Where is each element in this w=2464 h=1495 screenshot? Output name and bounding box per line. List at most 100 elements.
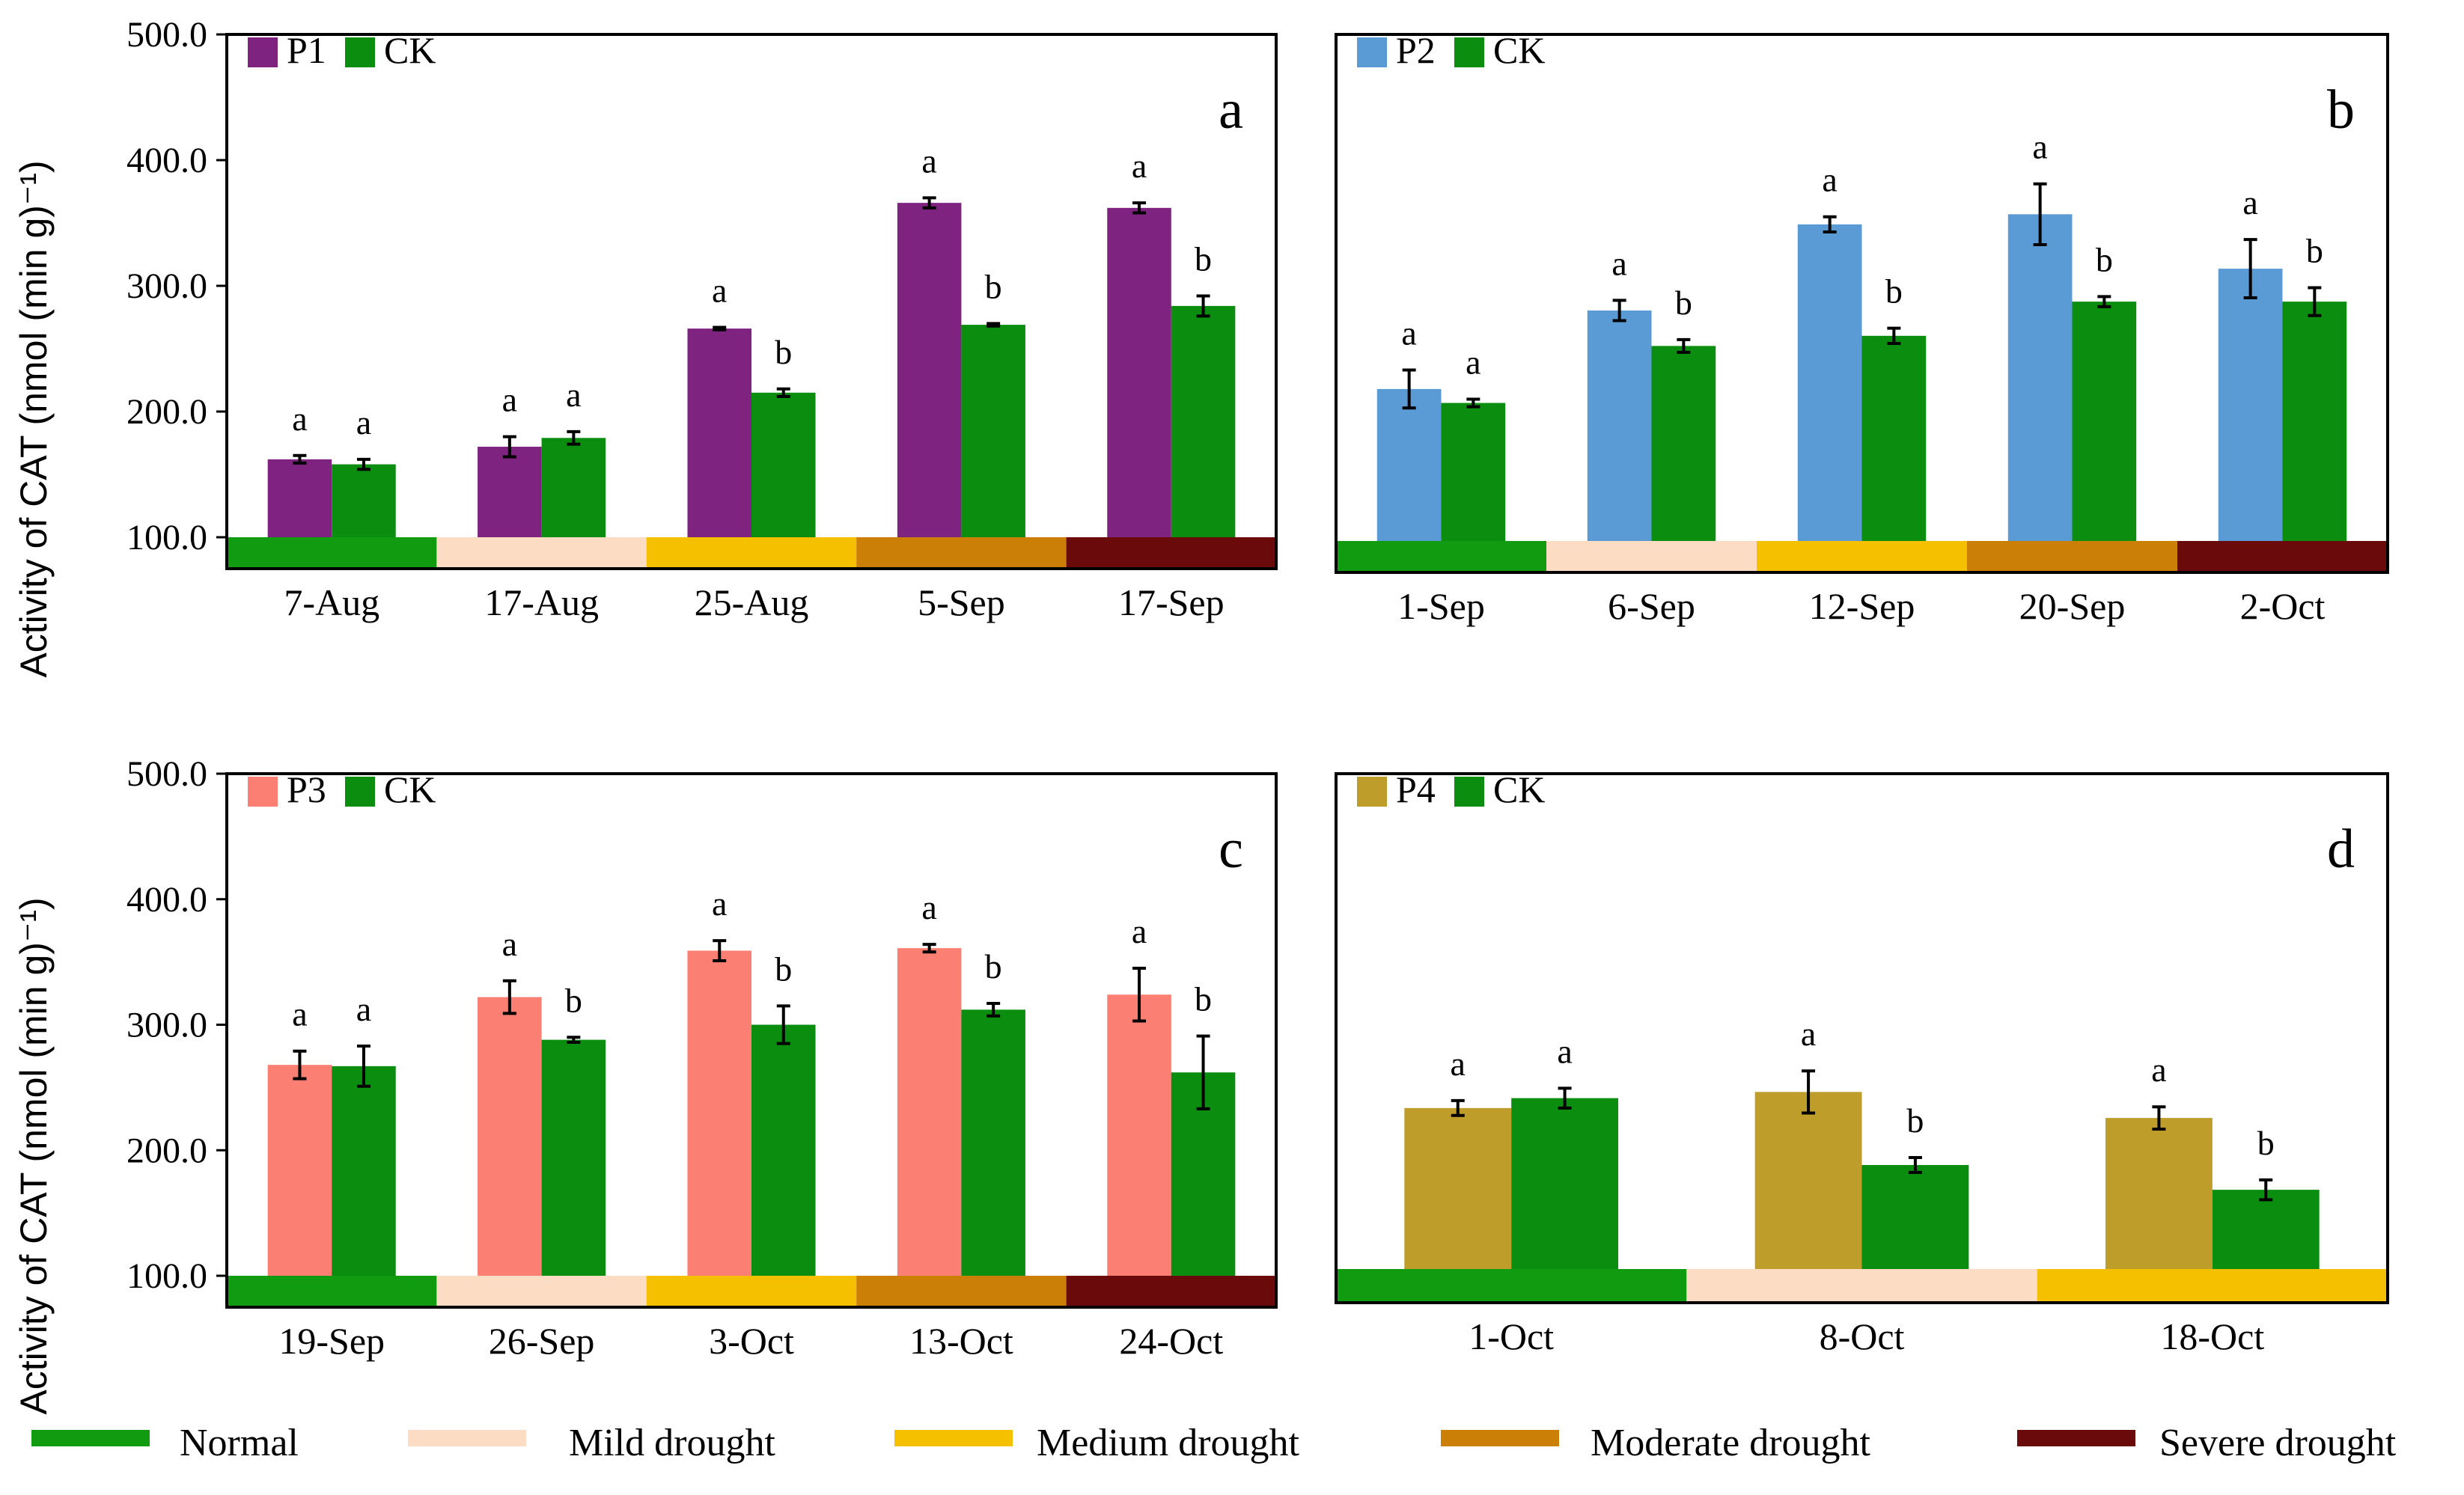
significance-letter: a [1822,161,1837,199]
significance-letter: b [2306,232,2323,270]
panel-label: c [1219,819,1243,880]
drought-strip-segment [646,1276,857,1307]
plot-frame [225,772,1278,1309]
bar-ck [332,464,396,537]
drought-strip-segment [1757,541,1967,572]
legend-label-p2: P2 [1396,29,1436,71]
legend-label-normal: Normal [180,1422,299,1464]
plot-frame [1335,33,2389,574]
x-tick-label: 17-Aug [484,581,599,623]
panel-a: 100.0 200.0 300.0 400.0 500.0 7-Aug 17-Aug 25-A… [126,15,1278,623]
drought-strip-segment [436,537,647,569]
plot-frame [1335,772,2389,1304]
bar-p2 [2007,214,2073,541]
bar-ck [751,392,816,537]
plot-frame [225,33,1278,570]
significance-letter: b [985,947,1002,985]
significance-letter: a [1132,912,1147,950]
panel-c: 100.0 200.0 300.0 400.0 500.0 19-Sep 26-Sep 3-O… [126,754,1278,1362]
legend-label-moderate: Moderate drought [1591,1422,1871,1464]
x-tick-label: 26-Sep [489,1320,595,1362]
drought-strip-segment [227,1276,437,1307]
panel-label: b [2327,79,2355,141]
significance-letter: a [2032,128,2047,166]
drought-legend: Normal Mild drought Medium drought Moder… [31,1422,2397,1464]
bar-ck [332,1066,396,1276]
bar-p3 [267,1065,332,1276]
significance-letter: b [1885,272,1903,311]
drought-strip-segment [2177,541,2388,572]
bar-p4 [1404,1107,1512,1269]
drought-strip-segment [227,537,437,569]
significance-letter: a [1132,147,1147,185]
bar-p3 [478,997,542,1276]
bar-p1 [478,447,542,537]
drought-strip-segment [1546,541,1757,572]
bar-ck [1511,1098,1619,1269]
legend-swatch-p1 [248,37,278,67]
legend-swatch-normal [31,1430,150,1446]
y-tick-label: 400.0 [126,141,207,180]
x-tick-label: 6-Sep [1608,585,1695,627]
drought-strip-segment [2037,1269,2388,1303]
bar-ck [1171,305,1236,537]
significance-letter: a [292,995,307,1033]
x-tick-label: 13-Oct [909,1320,1013,1362]
y-tick-label: 200.0 [126,1131,207,1170]
x-tick-label: 1-Oct [1469,1315,1554,1357]
x-tick-label: 19-Sep [278,1320,385,1362]
y-axis-label-top: Activity of CAT (nmol (min g)⁻¹) [13,160,55,677]
drought-strip-segment [1967,541,2177,572]
bar-ck [541,438,606,537]
legend-swatch-ck [1454,37,1484,67]
significance-letter: b [1906,1101,1924,1140]
significance-letter: b [775,333,792,371]
legend-swatch-medium [894,1430,1013,1446]
bar-ck [541,1039,606,1276]
legend-label-ck: CK [1493,768,1545,810]
legend-swatch-moderate [1441,1430,1559,1446]
significance-letter: a [566,376,581,414]
bar-ck [1441,403,1506,541]
drought-strip-segment [856,537,1067,569]
y-tick-label: 500.0 [126,754,207,794]
significance-letter: a [1451,1045,1466,1083]
y-tick-label: 300.0 [126,266,207,306]
bar-ck [2212,1190,2320,1269]
bar-p2 [1376,388,1442,541]
x-tick-label: 3-Oct [709,1320,794,1362]
significance-letter: a [502,925,517,963]
significance-letter: b [1675,284,1692,322]
legend-label-severe: Severe drought [2159,1422,2397,1464]
bar-p3 [687,950,751,1276]
bar-ck [2282,302,2347,541]
y-tick-label: 300.0 [126,1006,207,1045]
panel-b: 1-Sep 6-Sep 12-Sep 20-Sep 2-Oct a a a a a a b b b b P2 C… [1335,29,2389,627]
drought-strip-segment [436,1276,647,1307]
y-tick-label: 100.0 [126,1256,207,1296]
significance-letter: b [565,981,582,1019]
x-tick-label: 24-Oct [1119,1320,1223,1362]
significance-letter: a [292,400,307,438]
legend-label-ck: CK [1493,29,1545,71]
x-tick-label: 2-Oct [2240,585,2326,627]
legend-swatch-p2 [1357,37,1387,67]
significance-letter: a [1401,314,1416,352]
significance-letter: b [2257,1124,2275,1162]
bar-p3 [897,948,962,1276]
significance-letter: b [1195,239,1212,278]
panel-label: d [2327,819,2355,880]
drought-strip-segment [1066,1276,1276,1307]
significance-letter: a [356,403,371,441]
significance-letter: a [712,271,727,309]
legend-swatch-ck [345,37,375,67]
legend-swatch-severe [2017,1430,2135,1446]
y-tick-label: 200.0 [126,392,207,432]
significance-letter: a [1611,244,1626,282]
x-tick-label: 17-Sep [1118,581,1225,623]
x-tick-label: 7-Aug [284,581,379,623]
x-tick-label: 25-Aug [695,581,809,623]
bar-p2 [1797,224,1862,541]
significance-letter: b [2096,240,2113,278]
bar-ck [1861,1164,1969,1269]
